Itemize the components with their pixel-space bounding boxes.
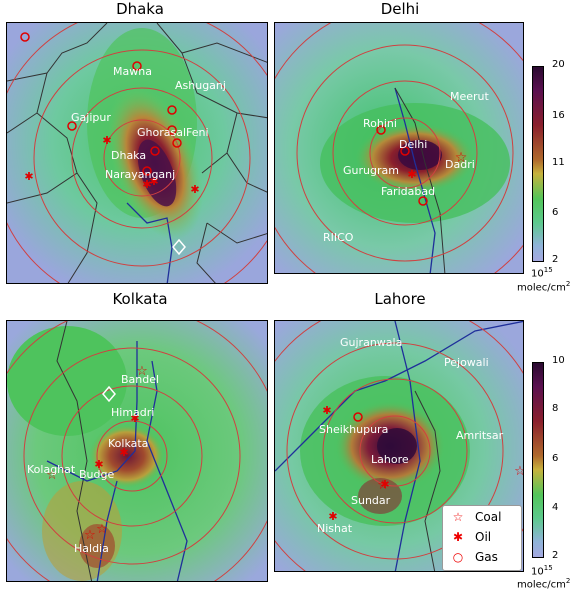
label-faridabad: Faridabad bbox=[381, 185, 435, 198]
colorbar-bottom-unit-line2: molec/cm2 bbox=[517, 577, 571, 590]
legend-item-gas: ○ Gas bbox=[449, 550, 498, 564]
label-dhaka: Dhaka bbox=[111, 149, 146, 162]
label-nishat: Nishat bbox=[317, 522, 353, 535]
panel-title-lahore: Lahore bbox=[374, 290, 426, 308]
svg-text:☆: ☆ bbox=[84, 528, 96, 543]
colorbar-bottom-tick: 6 bbox=[552, 453, 559, 464]
colorbar-bottom-tick: 2 bbox=[552, 550, 559, 561]
svg-text:✱: ✱ bbox=[119, 446, 128, 459]
panel-title-delhi: Delhi bbox=[380, 0, 420, 18]
delhi-map: ☆ ✱ Meerut Rohini Delhi Dadri Gurugram F… bbox=[275, 23, 523, 273]
colorbar-bottom bbox=[532, 362, 544, 558]
colorbar-top-tick: 11 bbox=[552, 157, 565, 168]
colorbar-top-unit: 1015 bbox=[531, 266, 553, 280]
label-lahore: Lahore bbox=[371, 453, 409, 466]
dhaka-map: ✱✱✱✱✱ Mawna Ashuganj Gajipur GhorasalFen… bbox=[7, 23, 267, 283]
label-haldia: Haldia bbox=[74, 542, 109, 555]
map-panel-dhaka: ✱ ✱ ✱ ✱ ✱ Mawna Ashuganj Gajipur GhorasalFen… bbox=[6, 22, 268, 284]
label-mawna: Mawna bbox=[113, 65, 152, 78]
kolkata-map: ☆☆☆ ☆ ✱✱✱ Bandel Himadri Kolkata Kolaghat… bbox=[7, 321, 267, 581]
colorbar-top-unit-line2: molec/cm2 bbox=[517, 280, 571, 294]
svg-text:✱: ✱ bbox=[149, 175, 158, 188]
svg-text:✱: ✱ bbox=[130, 412, 139, 425]
legend-item-coal: ☆ Coal bbox=[449, 510, 502, 524]
label-gujranwala: Gujranwala bbox=[340, 336, 402, 349]
colorbar-bottom-tick: 4 bbox=[552, 502, 559, 513]
oil-asterisk-icon: ✱ bbox=[452, 530, 464, 544]
colorbar-top-tick: 20 bbox=[552, 59, 565, 70]
colorbar-bottom-unit: 1015 bbox=[531, 564, 553, 578]
colorbar-top-tick: 2 bbox=[552, 254, 559, 265]
coal-star-icon: ☆ bbox=[452, 510, 464, 524]
label-budge: Budge bbox=[79, 468, 114, 481]
label-kolaghat: Kolaghat bbox=[27, 463, 76, 476]
colorbar-bottom-tick: 10 bbox=[552, 355, 565, 366]
label-kolkata: Kolkata bbox=[108, 437, 148, 450]
label-sheikhupura: Sheikhupura bbox=[319, 423, 388, 436]
gas-circle-icon: ○ bbox=[452, 550, 464, 564]
label-amritsar: Amritsar bbox=[456, 429, 504, 442]
svg-text:✱: ✱ bbox=[190, 183, 199, 196]
svg-text:✱: ✱ bbox=[142, 178, 151, 191]
svg-text:✱: ✱ bbox=[94, 458, 103, 471]
svg-text:✱: ✱ bbox=[328, 510, 337, 523]
label-ashuganj: Ashuganj bbox=[175, 79, 226, 92]
map-panel-kolkata: ☆ ☆ ☆ ☆ ✱ ✱ ✱ Bandel Himadri Kolkata Kolaghat… bbox=[6, 320, 268, 582]
map-legend: ☆ Coal ✱ Oil ○ Gas bbox=[442, 505, 522, 571]
svg-text:☆: ☆ bbox=[46, 468, 58, 483]
svg-text:☆: ☆ bbox=[455, 150, 468, 166]
svg-text:☆: ☆ bbox=[377, 478, 389, 493]
label-himadri: Himadri bbox=[111, 406, 154, 419]
label-bandel: Bandel bbox=[121, 373, 159, 386]
colorbar-top-tick: 16 bbox=[552, 110, 565, 121]
svg-text:☆: ☆ bbox=[136, 364, 148, 379]
label-rohini: Rohini bbox=[363, 117, 397, 130]
label-gurugram: Gurugram bbox=[343, 164, 399, 177]
label-sundar: Sundar bbox=[351, 494, 391, 507]
label-dadri: Dadri bbox=[445, 158, 475, 171]
svg-text:✱: ✱ bbox=[24, 170, 33, 183]
map-panel-delhi: ☆ ✱ Meerut Rohini Delhi Dadri Gurugram F… bbox=[274, 22, 524, 274]
svg-text:✱: ✱ bbox=[322, 404, 331, 417]
panel-title-dhaka: Dhaka bbox=[116, 0, 164, 18]
svg-text:✱: ✱ bbox=[407, 168, 416, 181]
label-pejowali: Pejowali bbox=[444, 356, 489, 369]
colorbar-top bbox=[532, 66, 544, 262]
label-meerut: Meerut bbox=[450, 90, 490, 103]
label-delhi: Delhi bbox=[399, 138, 427, 151]
colorbar-top-tick: 6 bbox=[552, 207, 559, 218]
label-narayanganj: Narayanganj bbox=[105, 168, 175, 181]
label-gajipur: Gajipur bbox=[71, 111, 111, 124]
label-ghorasalfeni: GhorasalFeni bbox=[137, 126, 209, 139]
panel-title-kolkata: Kolkata bbox=[112, 290, 168, 308]
label-riico: RIICO bbox=[323, 231, 354, 244]
legend-item-oil: ✱ Oil bbox=[449, 530, 491, 544]
map-panel-lahore: ☆ ☆ ✱ ✱ ✱ Gujranwala Pejowali Sheikhupura A… bbox=[274, 320, 524, 572]
colorbar-bottom-tick: 8 bbox=[552, 403, 559, 414]
svg-text:✱: ✱ bbox=[102, 134, 111, 147]
svg-text:☆: ☆ bbox=[96, 522, 108, 537]
svg-text:☆: ☆ bbox=[514, 464, 524, 479]
svg-text:✱: ✱ bbox=[380, 478, 389, 491]
